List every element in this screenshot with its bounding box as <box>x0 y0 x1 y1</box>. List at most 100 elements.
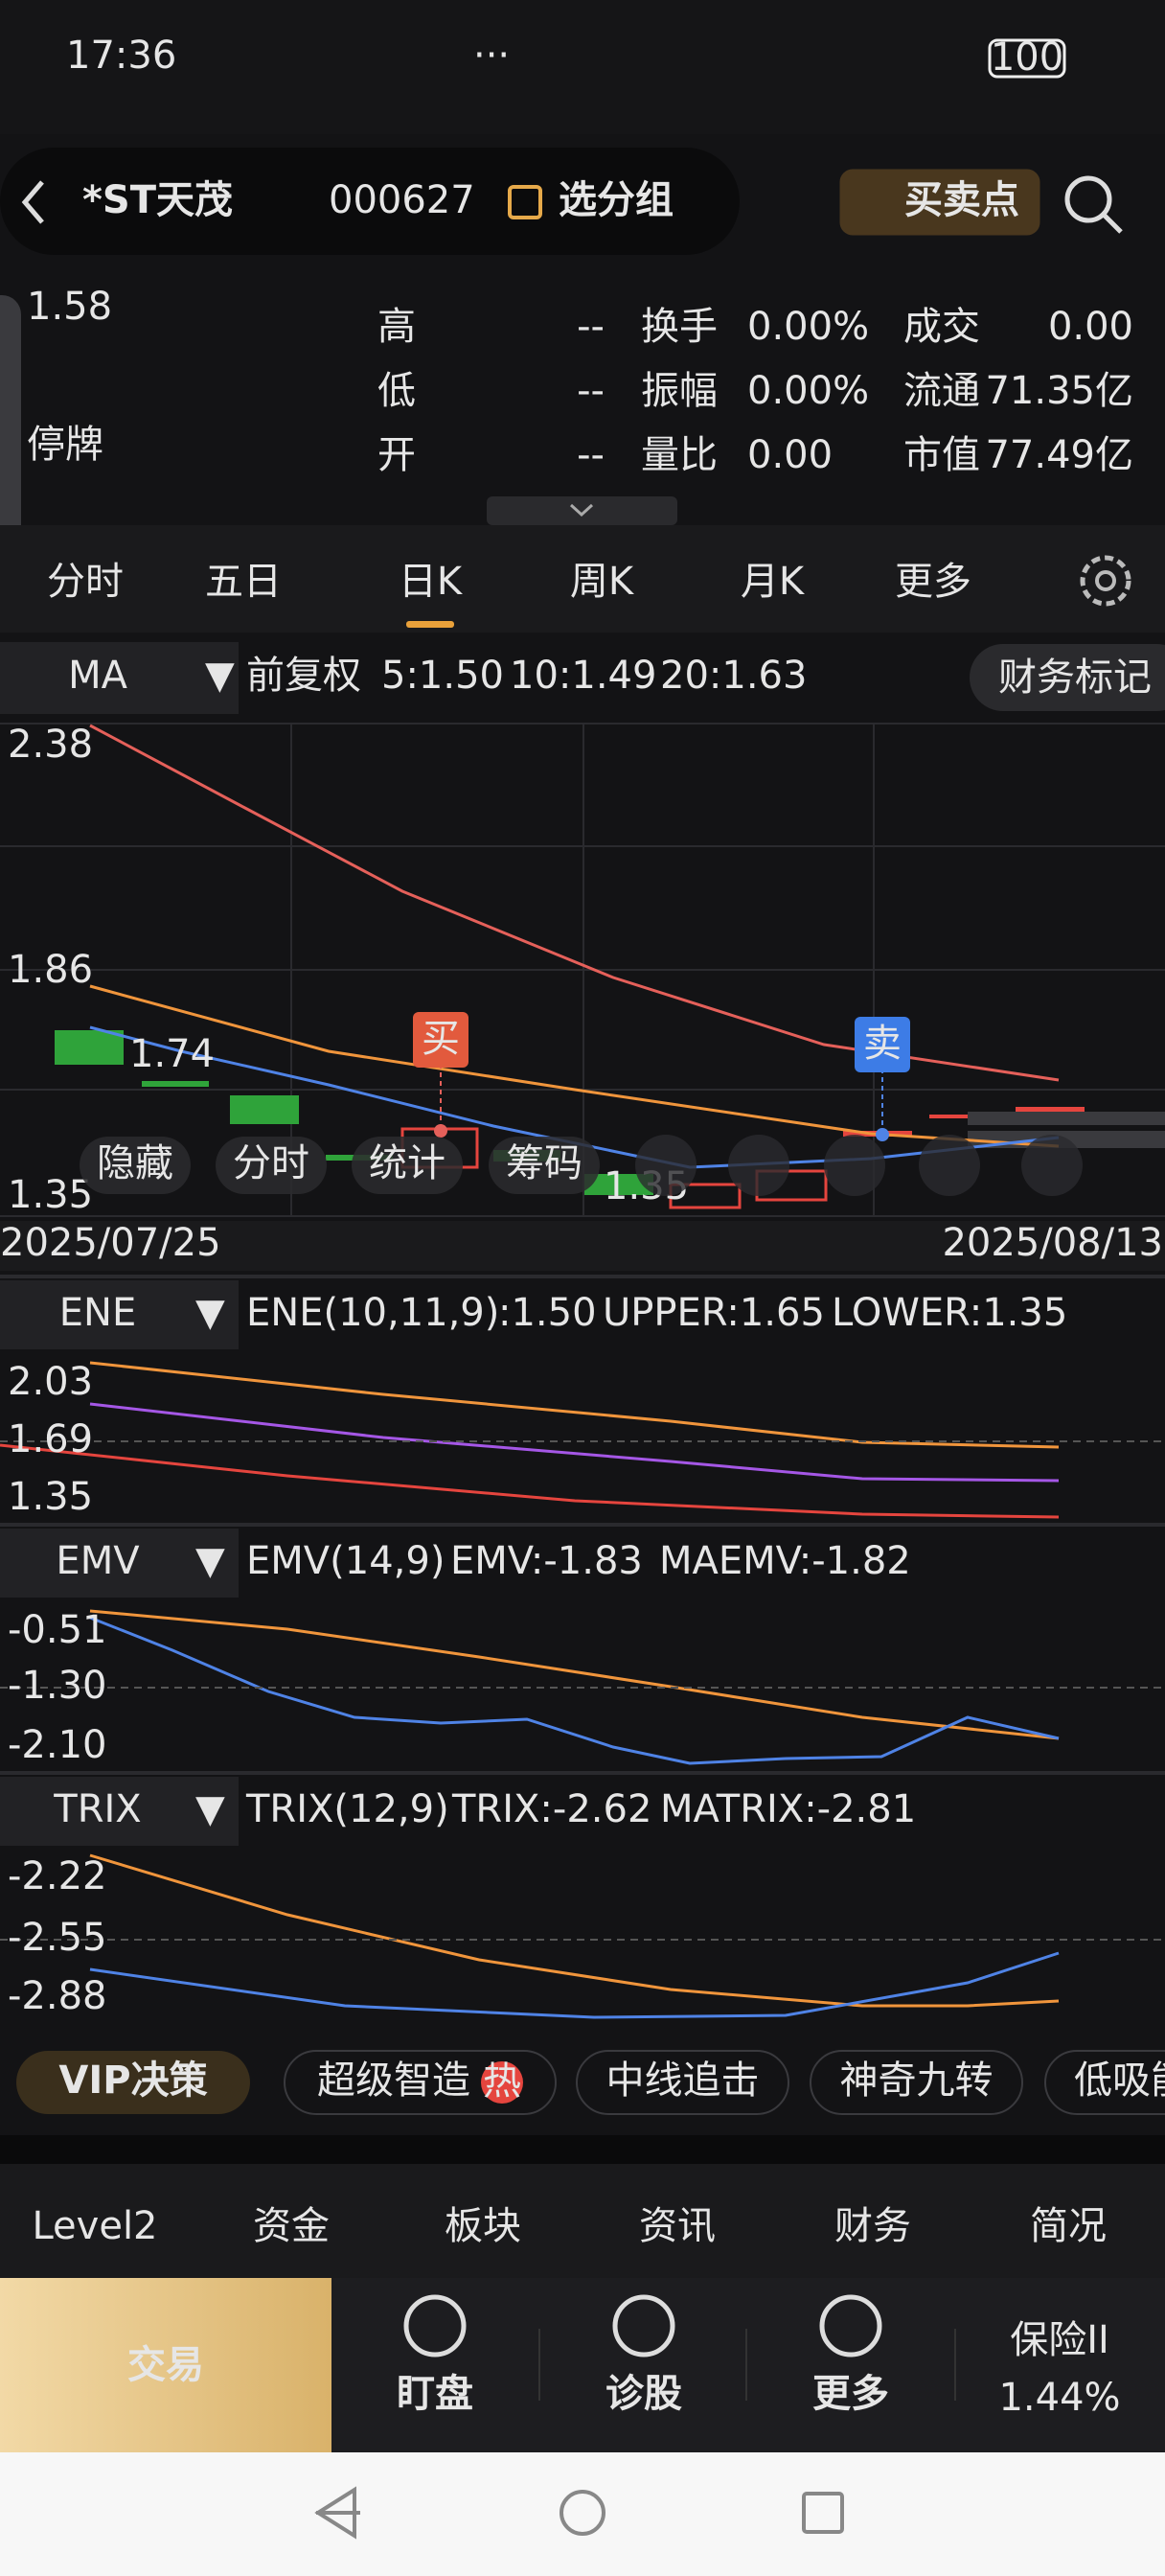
panel-params: TRIX(12,9) <box>245 1787 449 1831</box>
separator <box>0 2135 1165 2164</box>
field-label: 开 <box>377 433 416 477</box>
expand-handle[interactable] <box>487 496 677 525</box>
trade-button[interactable] <box>0 2278 331 2452</box>
battery <box>988 38 1066 79</box>
panel-name[interactable]: TRIX <box>53 1787 141 1831</box>
chip[interactable] <box>576 2050 789 2115</box>
tool-button[interactable] <box>489 1137 600 1194</box>
period-tab[interactable]: 日K <box>399 560 464 604</box>
start-date: 2025/07/25 <box>0 1221 221 1265</box>
panel-selector[interactable] <box>0 1529 239 1598</box>
trix-lines <box>89 1853 1060 2019</box>
signal-label[interactable]: 买卖点 <box>904 178 1019 222</box>
adjust-mode[interactable]: 前复权 <box>246 654 361 698</box>
info-tab[interactable]: 板块 <box>445 2204 521 2248</box>
y-label: -2.22 <box>8 1854 107 1898</box>
zoom-control[interactable] <box>635 1135 697 1196</box>
period-tab[interactable]: 更多 <box>895 560 971 604</box>
zoom-control[interactable] <box>824 1135 885 1196</box>
field-value: 0.00% <box>747 369 869 413</box>
panel-value: MATRIX:-2.81 <box>660 1787 916 1831</box>
chip[interactable] <box>810 2050 1023 2115</box>
chip[interactable] <box>1044 2050 1165 2115</box>
bottom-icon[interactable] <box>403 2294 467 2358</box>
zoom-control[interactable] <box>919 1135 980 1196</box>
ene-lines <box>0 1361 1060 1519</box>
bottom-icon[interactable] <box>612 2294 675 2358</box>
panel-selector[interactable] <box>0 1777 239 1846</box>
panel-name[interactable]: EMV <box>56 1539 140 1583</box>
expand-icon <box>569 503 594 518</box>
bottom-label[interactable]: 更多 <box>812 2372 889 2416</box>
field-value: 0.00 <box>747 433 833 477</box>
tab-underline <box>406 621 454 628</box>
battery-level: 100 <box>991 35 1063 80</box>
field-label: 低 <box>377 369 416 413</box>
group-label[interactable]: 选分组 <box>559 178 674 222</box>
panel-name[interactable]: ENE <box>59 1291 136 1335</box>
period-tab[interactable]: 五日 <box>205 560 282 604</box>
buy-badge[interactable] <box>413 1012 468 1068</box>
nav-home[interactable] <box>560 2490 605 2536</box>
ma-selector[interactable] <box>0 642 239 714</box>
buy-dot <box>434 1124 447 1138</box>
buy-label: 买 <box>422 1017 460 1061</box>
bottom-label[interactable]: 盯盘 <box>397 2372 473 2416</box>
field-label: 高 <box>377 305 416 349</box>
insurance-label[interactable]: 保险II <box>1010 2318 1109 2362</box>
ma-value: 20:1.63 <box>660 654 807 698</box>
info-tab[interactable]: 资讯 <box>639 2204 716 2248</box>
finance-mark[interactable]: 财务标记 <box>998 656 1152 700</box>
finance-mark-button[interactable] <box>970 644 1165 711</box>
panel-value: UPPER:1.65 <box>603 1291 825 1335</box>
tool-label[interactable]: 分时 <box>233 1141 309 1185</box>
nav-recent[interactable] <box>802 2492 844 2534</box>
zoom-control[interactable] <box>1021 1135 1083 1196</box>
search-handle <box>1102 213 1123 234</box>
chip[interactable] <box>284 2050 557 2115</box>
vip-label[interactable]: VIP决策 <box>58 2058 207 2103</box>
sell-badge[interactable] <box>855 1017 910 1072</box>
vip-chip[interactable] <box>16 2051 250 2114</box>
bottom-label[interactable]: 诊股 <box>605 2372 682 2416</box>
price: 1.58 <box>27 285 112 329</box>
tool-label[interactable]: 统计 <box>369 1141 445 1185</box>
side-handle <box>0 295 21 592</box>
field-value: 71.35亿 <box>985 369 1133 413</box>
panel-selector[interactable] <box>0 1280 239 1349</box>
back-icon[interactable] <box>21 180 44 224</box>
tool-label[interactable]: 隐藏 <box>97 1141 173 1185</box>
search-icon[interactable] <box>1064 175 1112 223</box>
tool-button[interactable] <box>352 1137 463 1194</box>
chip-label[interactable]: 神奇九转 <box>840 2058 994 2103</box>
insurance-rate: 1.44% <box>998 2376 1120 2420</box>
field-value: -- <box>577 305 605 349</box>
chip-label[interactable]: 低吸能 <box>1074 2058 1165 2103</box>
chip-label[interactable]: 超级智造 <box>317 2058 470 2103</box>
trade-label[interactable]: 交易 <box>127 2343 204 2387</box>
tool-button[interactable] <box>216 1137 327 1194</box>
sell-dot <box>876 1128 889 1141</box>
bottom-icon[interactable] <box>819 2294 882 2358</box>
main-grid <box>0 723 1165 1217</box>
main-indicator[interactable]: MA <box>68 654 128 698</box>
y-label: -2.55 <box>8 1916 107 1960</box>
zoom-control[interactable] <box>728 1135 789 1196</box>
tool-button[interactable] <box>80 1137 191 1194</box>
period-tab[interactable]: 分时 <box>47 560 124 604</box>
chip-label[interactable]: 中线追击 <box>606 2058 760 2103</box>
nav-back[interactable] <box>314 2486 360 2540</box>
settings-icon[interactable] <box>1080 555 1131 607</box>
info-tab[interactable]: 财务 <box>834 2204 911 2248</box>
period-tab[interactable]: 月K <box>741 560 806 604</box>
signal-button[interactable] <box>839 169 1040 236</box>
field-label: 成交 <box>903 305 980 349</box>
period-tab[interactable]: 周K <box>570 560 635 604</box>
info-tab[interactable]: Level2 <box>32 2204 157 2248</box>
info-tab[interactable]: 资金 <box>253 2204 330 2248</box>
tool-label[interactable]: 筹码 <box>506 1141 582 1185</box>
trade-state: 停牌 <box>27 423 103 467</box>
dropdown-arrow: ▼ <box>195 1539 225 1583</box>
panel-value: TRIX:-2.62 <box>451 1787 651 1831</box>
info-tab[interactable]: 简况 <box>1030 2204 1107 2248</box>
